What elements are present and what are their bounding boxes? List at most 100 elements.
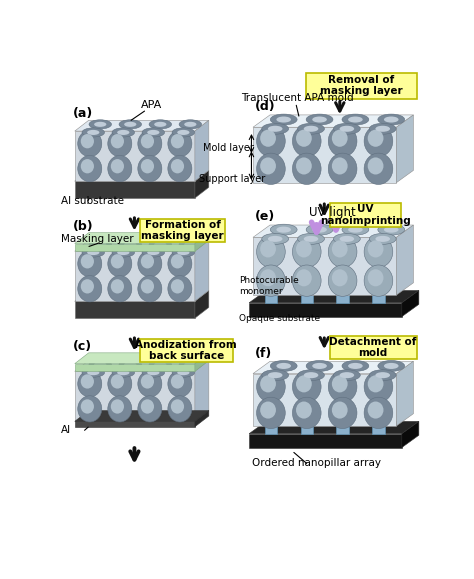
Ellipse shape <box>260 269 276 287</box>
Ellipse shape <box>172 248 195 257</box>
Ellipse shape <box>306 224 333 235</box>
Ellipse shape <box>292 153 321 185</box>
Ellipse shape <box>94 242 106 247</box>
Ellipse shape <box>108 251 132 277</box>
Ellipse shape <box>348 116 363 123</box>
Ellipse shape <box>78 156 102 182</box>
Ellipse shape <box>94 362 106 367</box>
Ellipse shape <box>328 265 357 296</box>
Ellipse shape <box>339 372 354 378</box>
Polygon shape <box>195 120 209 181</box>
Polygon shape <box>75 120 209 131</box>
Ellipse shape <box>171 254 184 269</box>
Ellipse shape <box>78 395 102 422</box>
Text: Masking layer: Masking layer <box>61 234 133 244</box>
FancyBboxPatch shape <box>372 281 385 303</box>
Ellipse shape <box>364 126 393 157</box>
Polygon shape <box>253 225 413 237</box>
Ellipse shape <box>142 128 164 137</box>
Ellipse shape <box>149 360 172 369</box>
Ellipse shape <box>82 248 104 257</box>
Polygon shape <box>75 364 195 371</box>
Ellipse shape <box>262 233 289 244</box>
Ellipse shape <box>306 361 333 371</box>
Polygon shape <box>402 422 419 448</box>
Polygon shape <box>396 225 413 295</box>
Ellipse shape <box>171 134 184 148</box>
Ellipse shape <box>292 236 321 267</box>
Ellipse shape <box>298 233 324 244</box>
Ellipse shape <box>296 157 312 174</box>
Ellipse shape <box>384 226 399 233</box>
Ellipse shape <box>256 371 285 402</box>
Polygon shape <box>195 291 209 318</box>
Text: Support layer: Support layer <box>199 174 265 184</box>
Polygon shape <box>195 233 209 251</box>
Ellipse shape <box>268 236 283 242</box>
Ellipse shape <box>348 226 363 233</box>
Ellipse shape <box>112 248 135 257</box>
FancyBboxPatch shape <box>301 281 313 303</box>
Ellipse shape <box>78 130 102 157</box>
Text: Photocurable
monomer: Photocurable monomer <box>239 276 299 295</box>
Ellipse shape <box>270 224 297 235</box>
Ellipse shape <box>149 120 172 129</box>
Polygon shape <box>195 240 209 301</box>
Ellipse shape <box>328 126 357 157</box>
Ellipse shape <box>179 360 201 369</box>
FancyBboxPatch shape <box>307 72 417 99</box>
Ellipse shape <box>138 130 162 157</box>
Ellipse shape <box>260 130 276 147</box>
Ellipse shape <box>296 130 312 147</box>
Ellipse shape <box>138 156 162 182</box>
Ellipse shape <box>108 156 132 182</box>
Ellipse shape <box>339 236 354 242</box>
Ellipse shape <box>378 114 405 125</box>
Ellipse shape <box>369 370 396 380</box>
Ellipse shape <box>268 126 283 132</box>
Ellipse shape <box>184 242 196 247</box>
Ellipse shape <box>342 114 369 125</box>
Ellipse shape <box>124 242 137 247</box>
Text: (a): (a) <box>73 107 93 120</box>
Ellipse shape <box>87 130 100 135</box>
Ellipse shape <box>256 236 285 267</box>
Text: Detachment of
mold: Detachment of mold <box>329 336 417 358</box>
Ellipse shape <box>141 279 154 294</box>
Ellipse shape <box>108 276 132 302</box>
Ellipse shape <box>124 362 137 367</box>
Ellipse shape <box>141 254 154 269</box>
Ellipse shape <box>81 400 94 413</box>
FancyBboxPatch shape <box>330 336 417 359</box>
Polygon shape <box>402 291 419 317</box>
FancyBboxPatch shape <box>330 203 401 226</box>
Ellipse shape <box>177 370 190 375</box>
Ellipse shape <box>260 240 276 258</box>
Polygon shape <box>249 303 402 317</box>
Ellipse shape <box>296 240 312 258</box>
Text: Translucent APA mold: Translucent APA mold <box>241 93 354 103</box>
Ellipse shape <box>384 363 399 369</box>
Ellipse shape <box>171 159 184 173</box>
Ellipse shape <box>276 226 291 233</box>
Text: UV
nanoimprinting: UV nanoimprinting <box>320 204 411 226</box>
Ellipse shape <box>168 395 192 422</box>
Ellipse shape <box>372 406 385 415</box>
Ellipse shape <box>332 240 347 258</box>
Ellipse shape <box>179 120 201 129</box>
Ellipse shape <box>256 153 285 185</box>
Ellipse shape <box>334 370 360 380</box>
Ellipse shape <box>364 371 393 402</box>
Ellipse shape <box>81 134 94 148</box>
Ellipse shape <box>378 361 405 371</box>
FancyBboxPatch shape <box>337 411 349 434</box>
Ellipse shape <box>108 395 132 422</box>
Ellipse shape <box>112 368 135 378</box>
Ellipse shape <box>368 401 383 419</box>
Ellipse shape <box>368 157 383 174</box>
Polygon shape <box>75 170 209 181</box>
Ellipse shape <box>368 375 383 393</box>
Ellipse shape <box>78 276 102 302</box>
Ellipse shape <box>138 371 162 397</box>
Polygon shape <box>195 353 209 371</box>
